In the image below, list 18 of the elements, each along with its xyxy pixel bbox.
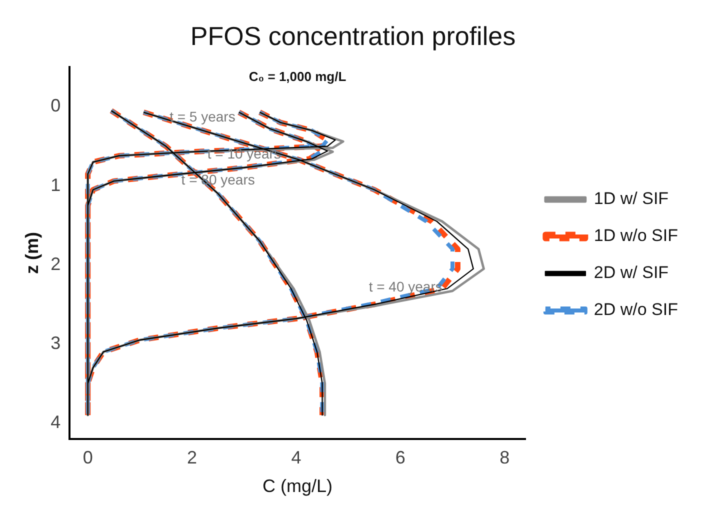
x-tick-label: 0 (82, 448, 93, 468)
annotation: C₀ = 1,000 mg/L (248, 68, 346, 84)
y-tick-label: 4 (50, 412, 61, 432)
chart-title: PFOS concentration profiles (190, 20, 516, 51)
legend-label: 1D w/o SIF (594, 226, 678, 246)
y-axis-title: z (m) (22, 232, 42, 274)
x-tick-label: 2 (187, 448, 198, 468)
legend-label: 2D w/o SIF (594, 300, 678, 320)
x-tick-label: 8 (500, 448, 510, 468)
x-tick-label: 6 (395, 448, 406, 468)
y-tick-label: 3 (50, 332, 61, 353)
y-tick-label: 1 (50, 174, 61, 195)
legend-label: 1D w/ SIF (594, 189, 669, 208)
y-tick-label: 2 (50, 254, 61, 274)
x-axis-title: C (mg/L) (262, 476, 333, 496)
y-tick-label: 0 (50, 96, 61, 116)
x-tick-label: 4 (291, 448, 302, 468)
legend-label: 2D w/ SIF (594, 263, 669, 282)
